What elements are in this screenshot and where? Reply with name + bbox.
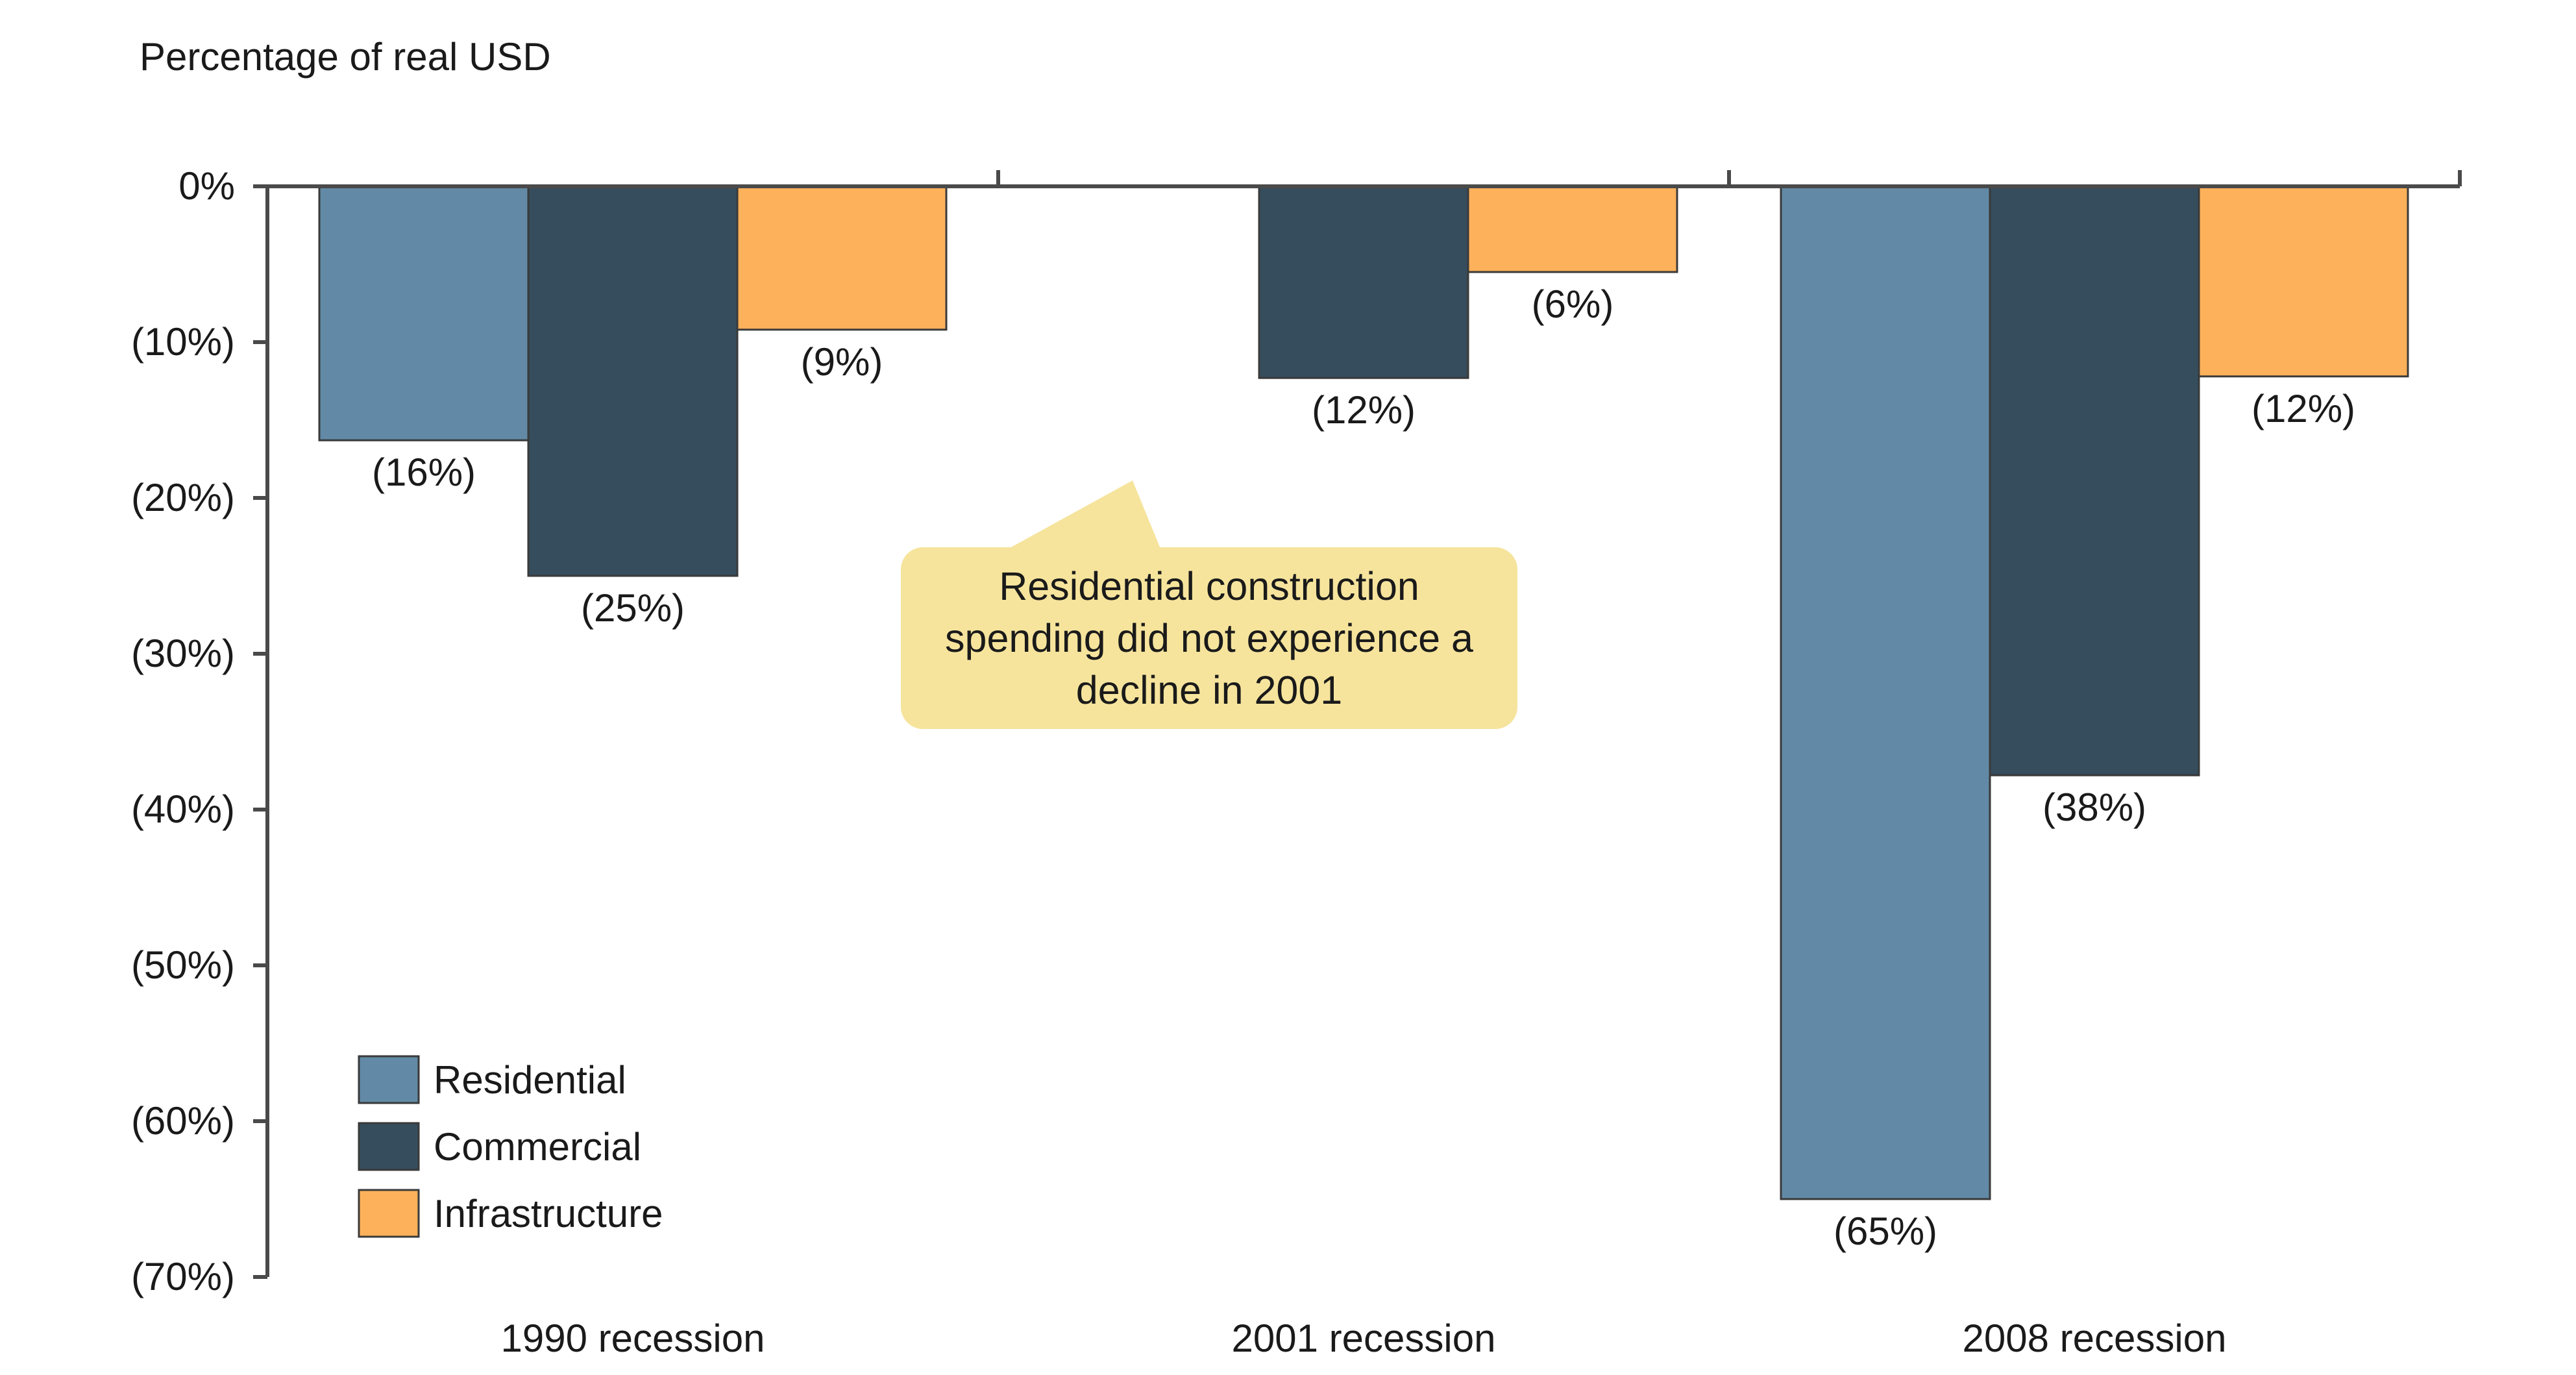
legend-label-commercial: Commercial (434, 1125, 641, 1169)
y-tick-label: 0% (178, 164, 235, 208)
legend-swatch-commercial (358, 1122, 420, 1171)
bar-infrastructure-2 (1467, 185, 1678, 273)
legend-label-residential: Residential (434, 1058, 626, 1102)
legend-swatch-residential (358, 1055, 420, 1104)
y-tick-label: (40%) (131, 787, 235, 831)
y-tick-label: (60%) (131, 1099, 235, 1143)
bar-commercial-1 (527, 185, 739, 577)
bar-residential-1 (318, 185, 530, 441)
legend-swatch-infrastructure (358, 1189, 420, 1238)
data-label: (9%) (801, 340, 883, 384)
legend-label-infrastructure: Infrastructure (434, 1192, 663, 1235)
data-label: (25%) (581, 586, 685, 630)
data-label: (65%) (1834, 1209, 1937, 1253)
y-tick-label: (50%) (131, 943, 235, 987)
callout-text: Residential construction spending did no… (945, 564, 1473, 712)
data-label: (12%) (1312, 388, 1416, 432)
data-labels: (16%) (25%) (9%) 1990 recession (12%) (6%) 200… (372, 282, 2355, 1360)
data-label: (16%) (372, 451, 476, 494)
callout-pointer (1003, 480, 1162, 552)
data-label: (12%) (2251, 387, 2355, 430)
axes: 0% (10%) (20%) (30%) (40%) (50%) (60%) (70%) (131, 164, 2462, 1298)
legend: Residential Commercial Infrastructure (358, 1055, 663, 1238)
y-tick-label: (10%) (131, 320, 235, 364)
bar-commercial-2 (1258, 185, 1469, 379)
y-tick-label: (20%) (131, 476, 235, 519)
x-tick-label: 2008 recession (1963, 1317, 2227, 1360)
bars (318, 185, 2409, 1200)
bar-residential-3 (1780, 185, 1991, 1200)
bar-infrastructure-3 (2198, 185, 2409, 378)
callout-annotation: Residential construction spending did no… (901, 547, 1517, 729)
data-label: (38%) (2042, 786, 2146, 829)
bar-infrastructure-1 (736, 185, 948, 331)
x-tick-label: 1990 recession (501, 1317, 765, 1360)
data-label: (6%) (1532, 282, 1614, 326)
y-tick-label: (70%) (131, 1255, 235, 1298)
y-tick-label: (30%) (131, 632, 235, 675)
x-tick-label: 2001 recession (1232, 1317, 1496, 1360)
bar-commercial-3 (1989, 185, 2200, 776)
y-axis-label: Percentage of real USD (140, 35, 551, 79)
